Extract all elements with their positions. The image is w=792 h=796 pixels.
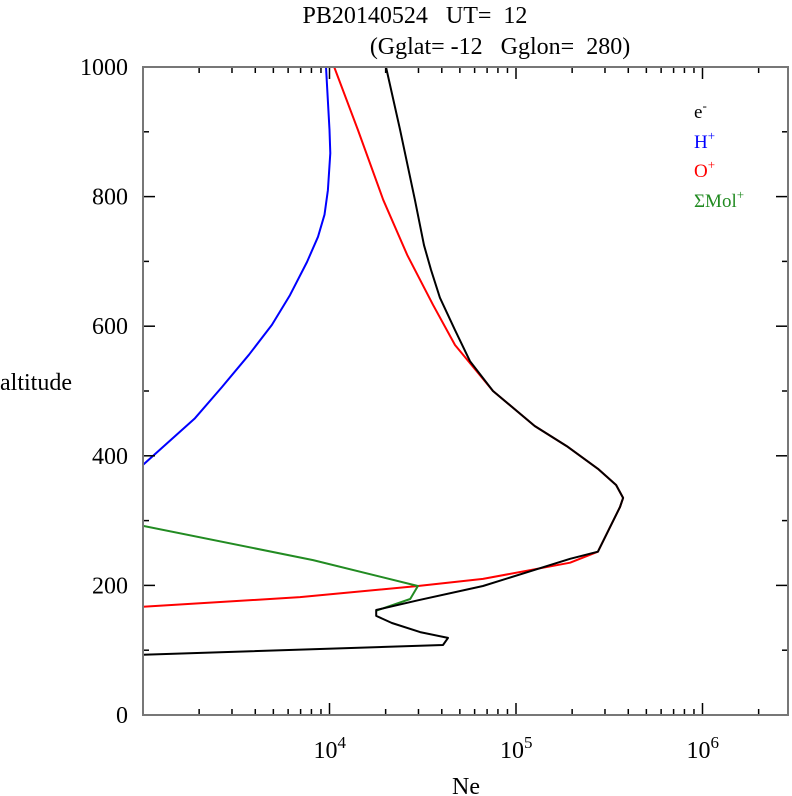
y-tick-label: 400 bbox=[92, 444, 128, 470]
series-line-2 bbox=[143, 67, 625, 608]
tick-layer bbox=[143, 67, 788, 715]
y-tick-label: 1000 bbox=[80, 55, 128, 81]
y-tick-labels: 0 200 400 600 800 1000 bbox=[80, 55, 128, 729]
y-tick-label: 800 bbox=[92, 185, 128, 211]
x-tick-label: 104 bbox=[314, 733, 347, 764]
y-tick-label: 600 bbox=[92, 314, 128, 340]
chart-title: PB20140524 UT= 12 bbox=[303, 3, 528, 29]
legend-item-1: H+ bbox=[694, 128, 715, 153]
x-tick-label: 105 bbox=[500, 733, 533, 764]
y-tick-label: 200 bbox=[92, 573, 128, 599]
y-axis-label: altitude bbox=[0, 370, 72, 396]
series-layer bbox=[143, 67, 625, 656]
legend-item-0: e- bbox=[694, 98, 707, 123]
legend-item-2: O+ bbox=[694, 157, 715, 182]
series-line-0 bbox=[143, 67, 625, 656]
x-tick-label: 106 bbox=[687, 733, 720, 764]
plot-frame bbox=[142, 66, 789, 716]
legend-item-3: ΣMol+ bbox=[694, 187, 744, 212]
y-tick-label: 0 bbox=[116, 703, 128, 729]
x-axis-label: Ne bbox=[452, 774, 480, 796]
x-tick-labels: 104 105 106 bbox=[314, 733, 720, 764]
series-line-1 bbox=[143, 67, 332, 466]
series-line-3 bbox=[143, 524, 419, 612]
chart-subtitle: (Gglat= -12 Gglon= 280) bbox=[370, 34, 630, 60]
legend: e- H+ O+ ΣMol+ bbox=[694, 98, 744, 212]
